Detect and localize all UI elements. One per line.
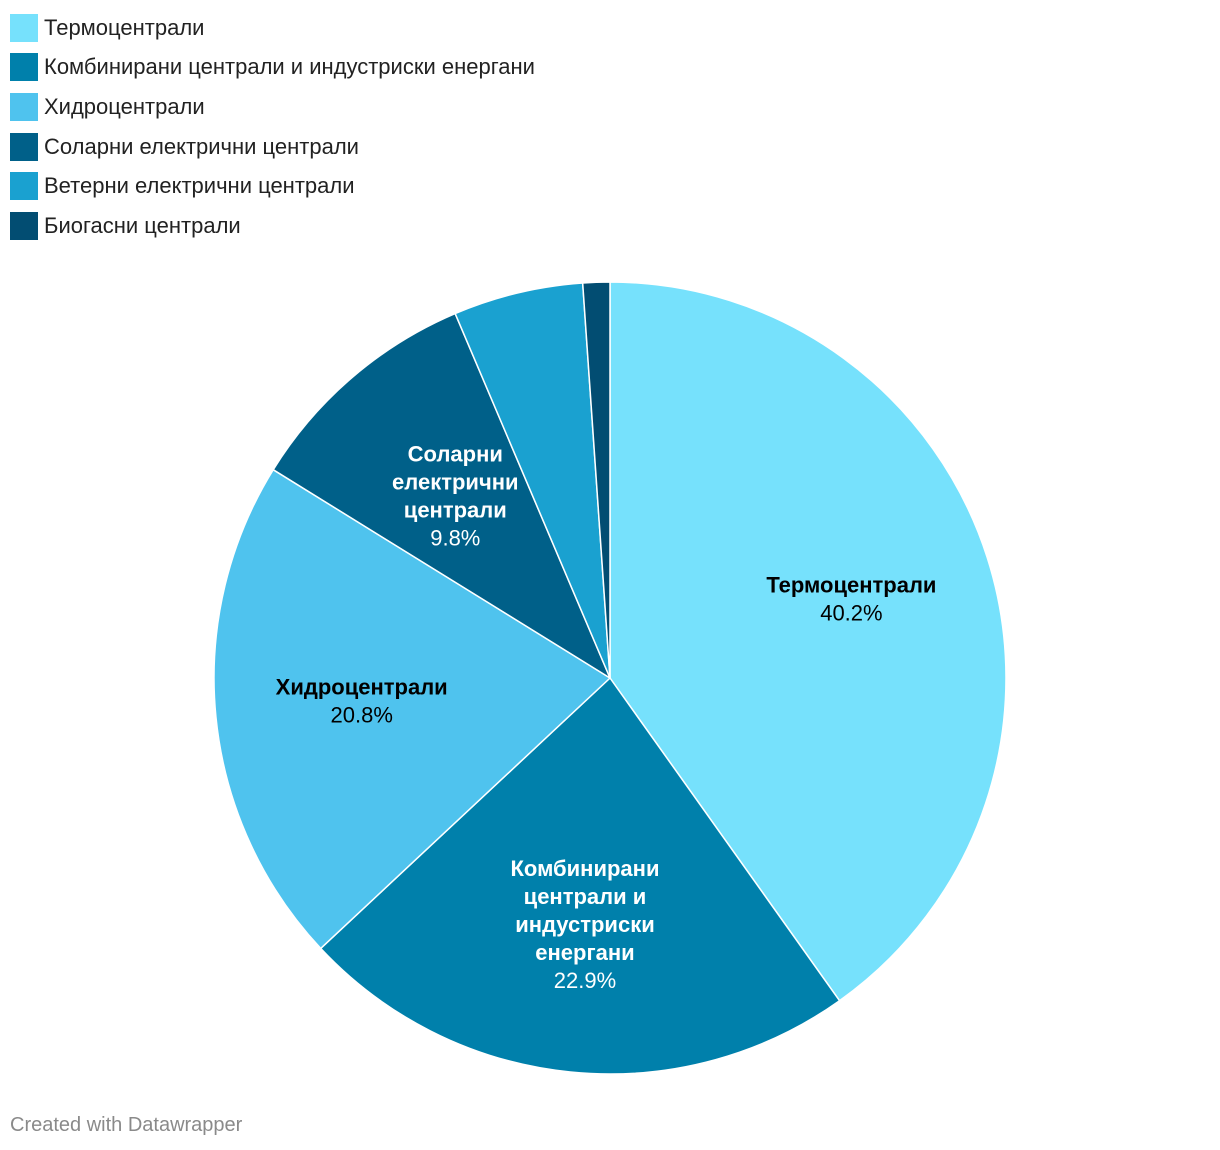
datawrapper-credit[interactable]: Created with Datawrapper [10,1114,243,1136]
legend-item: Ветерни електрични централи [10,166,535,206]
slice-label-name: централи и [524,884,647,909]
slice-label: Соларни електрични централи 9.8% [392,442,519,551]
legend-swatch [10,132,38,161]
pie-slice[interactable] [272,312,611,679]
legend-swatch [10,172,38,201]
slice-label-name: централи [404,498,507,523]
slice-label-name: енергани [535,940,634,965]
legend-swatch [10,53,38,82]
pie-slice[interactable] [609,281,1007,1002]
slice-label-name: индустриски [515,912,654,937]
legend-label: Хидроцентрали [44,93,205,119]
legend-item: Биогасни централи [10,206,535,246]
legend-item: Соларни електрични централи [10,127,535,167]
slice-label-name: Соларни [408,442,503,467]
legend-swatch [10,13,38,42]
slice-label: Хидроцентрали 20.8% [276,674,448,727]
legend-swatch [10,211,38,240]
slice-label-value: 9.8% [430,526,480,551]
legend-label: Термоцентрали [44,14,205,40]
legend-item: Хидроцентрали [10,87,535,127]
legend-swatch [10,92,38,121]
legend-label: Ветерни електрични централи [44,173,355,199]
slice-label-value: 22.9% [554,968,616,993]
slice-label-name: електрични [392,470,519,495]
pie-slice[interactable] [213,468,611,950]
slice-label-name: Хидроцентрали [276,674,448,699]
legend-item: Комбинирани централи и индустриски енерг… [10,48,535,88]
pie-slice[interactable] [581,281,611,679]
legend-label: Комбинирани централи и индустриски енерг… [44,54,535,80]
slice-label-value: 20.8% [331,702,393,727]
pie-chart: Термоцентрали 40.2% Комбинирани централи и и… [213,281,1007,1075]
slice-label: Комбинирани централи и индустриски енергани… [511,856,660,993]
chart-legend: Термоцентрали Комбинирани централи и инду… [10,8,535,246]
legend-label: Соларни електрични централи [44,133,359,159]
slice-label: Термоцентрали 40.2% [766,573,936,626]
slice-label-name: Термоцентрали [766,573,936,598]
pie-slice[interactable] [319,677,841,1075]
legend-item: Термоцентрали [10,8,535,48]
slice-label-value: 40.2% [820,601,882,626]
legend-label: Биогасни централи [44,212,241,238]
slice-label-name: Комбинирани [511,856,660,881]
